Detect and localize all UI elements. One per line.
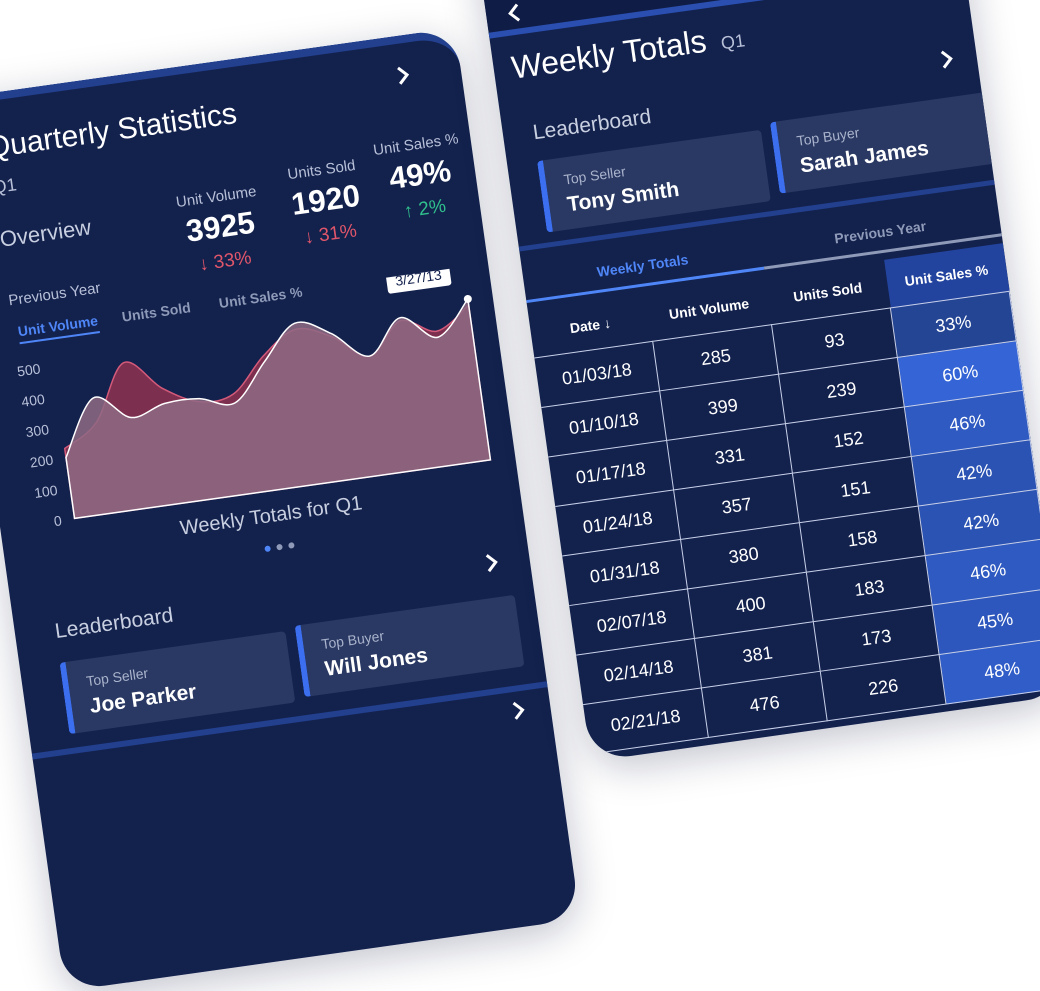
screen-subtitle: Q1 <box>719 30 747 54</box>
chevron[interactable] <box>391 62 414 89</box>
chart: Weekly Totals for Q1 01002003004005003/2… <box>16 263 492 552</box>
page-dot[interactable] <box>264 545 271 552</box>
y-tick-label: 200 <box>29 451 55 470</box>
y-tick-label: 500 <box>16 360 42 379</box>
filter[interactable]: Previous Year <box>7 279 102 310</box>
area <box>65 297 492 520</box>
y-tick-label: 300 <box>25 421 51 440</box>
chevron[interactable] <box>507 697 530 724</box>
weekly-screen: Weekly Totals Q1 Leaderboard Top Seller … <box>470 0 1040 762</box>
screen-title: Quarterly Statistics <box>0 97 239 165</box>
leaderboard-title: Leaderboard <box>531 105 653 145</box>
buyer-card[interactable]: Top Buyer Will Jones <box>294 594 525 698</box>
stat: Unit Sales % 49% ↑ 2% <box>355 128 486 229</box>
screen-subtitle: Q1 <box>0 174 18 198</box>
weekly-table: Date ↓ Unit Volume Units Sold Unit Sales % 0… <box>528 243 1040 755</box>
back-button[interactable] <box>503 0 526 26</box>
chevron[interactable] <box>935 46 958 73</box>
tooltip: 3/27/13 <box>385 263 452 294</box>
chevron[interactable] <box>480 549 503 576</box>
highlight-point <box>463 294 472 303</box>
page-dot[interactable] <box>276 544 283 551</box>
y-tick-label: 100 <box>33 482 59 501</box>
buyer-card[interactable]: Top Buyer Sarah James <box>769 90 1004 194</box>
screen-title: Weekly Totals <box>509 22 709 86</box>
y-tick-label: 400 <box>20 391 46 410</box>
y-tick-label: 0 <box>53 512 63 529</box>
leaderboard-title: Leaderboard <box>53 603 175 644</box>
seller-card[interactable]: Top Seller Joe Parker <box>59 631 296 735</box>
quarterly-screen: Quarterly Statistics Q1 Overview Unit Vo… <box>0 27 581 991</box>
page-dot[interactable] <box>288 542 295 549</box>
overview-label: Overview <box>0 214 93 252</box>
